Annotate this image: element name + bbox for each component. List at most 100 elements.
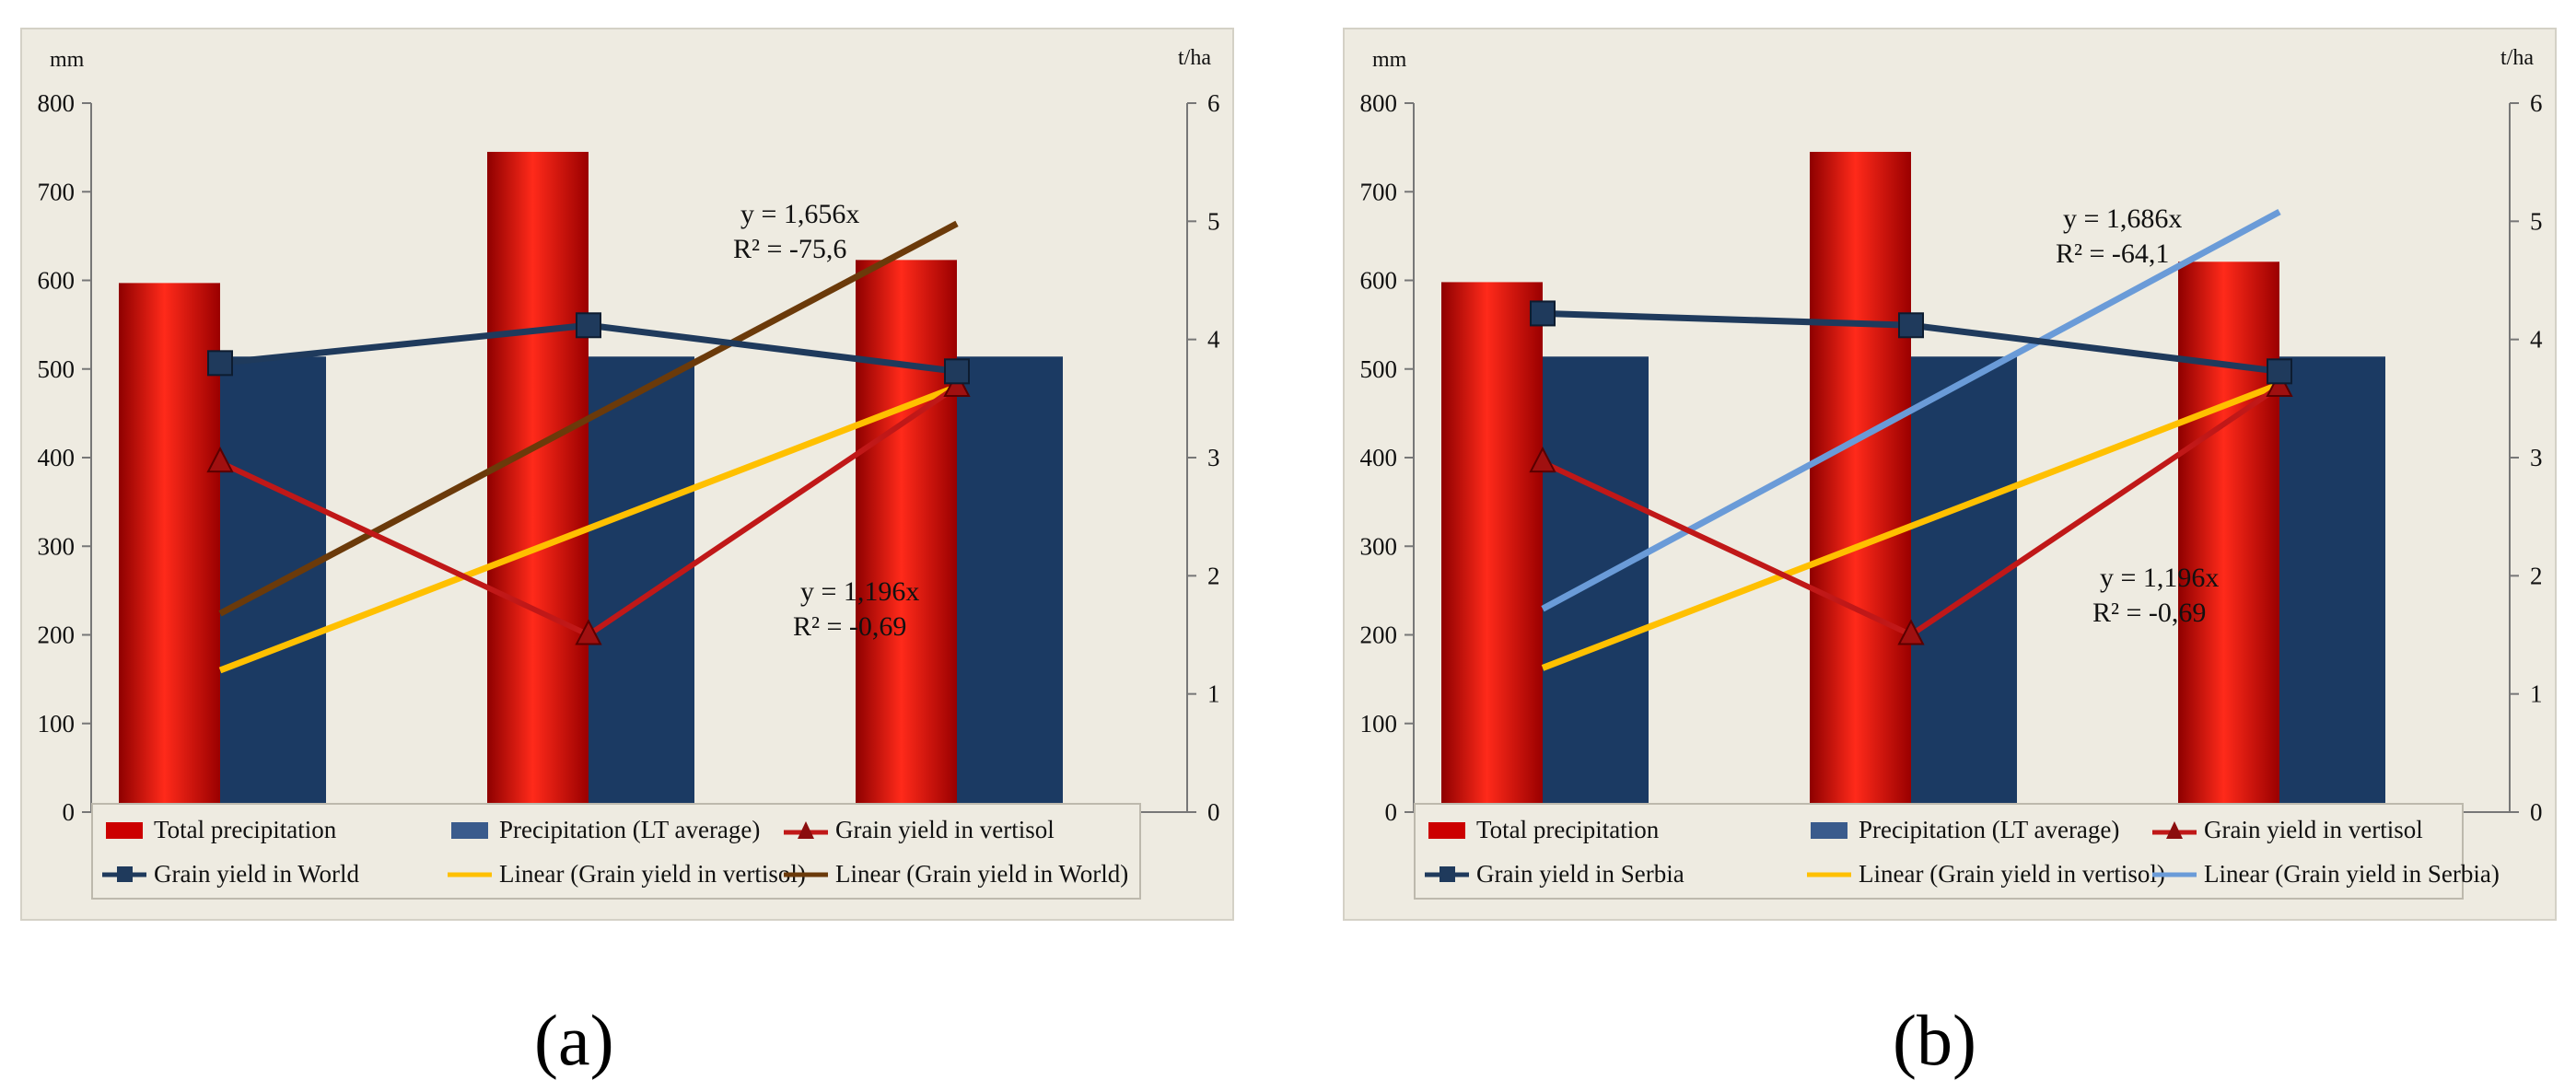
right-tick-label: 2 — [1207, 562, 1220, 589]
right-tick-label: 5 — [1207, 207, 1220, 235]
left-tick-label: 300 — [38, 532, 76, 560]
right-tick-label: 4 — [2530, 326, 2543, 354]
legend-b: Total precipitation Precipitation (LT av… — [1414, 803, 2500, 900]
brown-line-icon — [784, 863, 828, 887]
legend-item-total-precipitation: Total precipitation — [102, 816, 336, 844]
left-axis-unit: mm — [1372, 48, 1407, 72]
right-tick-label: 5 — [2530, 207, 2543, 235]
right-tick-label: 1 — [2530, 680, 2543, 708]
vertisol-marker — [1897, 619, 1925, 645]
subfigure-label-a: (a) — [534, 1000, 614, 1080]
trend-r2-label: R² = -0,69 — [2092, 598, 2206, 628]
legend-item-linear-vertisol: Linear (Grain yield in vertisol) — [1807, 860, 2165, 889]
left-tick-label: 800 — [1360, 89, 1398, 117]
vertisol-marker — [943, 370, 971, 397]
legend-item-world: Grain yield in World — [102, 860, 359, 889]
subfigure-label-b: (b) — [1893, 1000, 1976, 1080]
yellow-line-icon — [1807, 863, 1851, 887]
right-tick-label: 0 — [1207, 798, 1220, 826]
trend-r2-label: R² = -64,1 — [2056, 238, 2169, 269]
right-tick-label: 2 — [2530, 562, 2543, 589]
left-tick-label: 700 — [1360, 178, 1398, 205]
chart-panel-b: 0 100 200 300 400 500 600 700 800 0 1 2 3 4 5 6 mm t/ha y … — [1343, 28, 2557, 921]
left-tick-label: 700 — [38, 178, 76, 205]
vertisol-marker — [1529, 446, 1556, 473]
left-tick-label: 800 — [38, 89, 76, 117]
bar-lt-average — [957, 356, 1063, 812]
legend-item-linear-vertisol: Linear (Grain yield in vertisol) — [448, 860, 806, 889]
left-tick-label: 100 — [38, 710, 76, 738]
right-tick-label: 3 — [2530, 444, 2543, 471]
right-tick-label: 0 — [2530, 798, 2543, 826]
vertisol-marker — [575, 619, 602, 645]
vertisol-marker — [2266, 370, 2293, 397]
square-line-icon — [102, 863, 146, 887]
yellow-line-icon — [448, 863, 492, 887]
trend-line-secondary — [218, 220, 959, 617]
triangle-line-icon — [784, 819, 828, 842]
yield-marker — [207, 350, 233, 377]
trend-line-vertisol — [218, 383, 959, 674]
yield-marker — [944, 358, 970, 385]
yield-marker — [576, 312, 601, 339]
yield-marker — [1898, 312, 1924, 339]
square-line-icon — [1425, 863, 1469, 887]
bar-swatch-blue-icon — [1807, 819, 1851, 842]
bar-lt-average — [2279, 356, 2385, 812]
legend-item-lt-average: Precipitation (LT average) — [1807, 816, 2119, 844]
left-tick-label: 400 — [1360, 444, 1398, 471]
left-axis-unit: mm — [50, 48, 85, 72]
yield-marker — [2267, 358, 2292, 385]
right-axis-unit: t/ha — [1178, 46, 1211, 70]
bar-total-precipitation — [487, 151, 589, 812]
right-axis-unit: t/ha — [2500, 46, 2534, 70]
left-tick-label: 200 — [1360, 622, 1398, 649]
chart-b-svg: 0 100 200 300 400 500 600 700 800 0 1 2 3 4 5 6 mm t/ha y … — [1360, 46, 2544, 826]
bar-total-precipitation — [856, 260, 957, 812]
trend-equation-label: y = 1,196x — [2100, 563, 2219, 593]
legend-item-linear-world: Linear (Grain yield in World) — [784, 860, 1128, 889]
bar-swatch-red-icon — [1425, 819, 1469, 842]
legend-item-vertisol: Grain yield in vertisol — [2152, 816, 2423, 844]
trend-equation-label: y = 1,656x — [740, 199, 859, 229]
bar-lt-average — [1543, 356, 1649, 812]
left-tick-label: 400 — [38, 444, 76, 471]
trend-equation-label: y = 1,686x — [2063, 203, 2182, 234]
left-tick-label: 500 — [38, 355, 76, 383]
left-tick-label: 0 — [63, 798, 76, 826]
trend-equation-label: y = 1,196x — [800, 576, 919, 607]
bar-total-precipitation — [1810, 151, 1911, 812]
legend-item-serbia: Grain yield in Serbia — [1425, 860, 1684, 889]
left-tick-label: 200 — [38, 622, 76, 649]
light-blue-line-icon — [2152, 863, 2197, 887]
left-tick-label: 500 — [1360, 355, 1398, 383]
bar-lt-average — [1911, 356, 2017, 812]
left-tick-label: 0 — [1385, 798, 1398, 826]
legend-a: Total precipitation Precipitation (LT av… — [91, 803, 1141, 900]
left-tick-label: 100 — [1360, 710, 1398, 738]
vertisol-marker — [206, 446, 234, 473]
chart-panel-a: 0 100 200 300 400 500 600 700 800 0 1 2 3 4 5 6 mm t/ha y … — [20, 28, 1234, 921]
right-tick-label: 3 — [1207, 444, 1220, 471]
chart-a-svg: 0 100 200 300 400 500 600 700 800 0 1 2 3 4 5 6 mm t/ha y … — [38, 46, 1221, 826]
trend-line-secondary — [1541, 208, 2281, 612]
bar-lt-average — [589, 356, 694, 812]
legend-item-lt-average: Precipitation (LT average) — [448, 816, 760, 844]
legend-item-vertisol: Grain yield in vertisol — [784, 816, 1055, 844]
right-tick-label: 4 — [1207, 326, 1220, 354]
bar-total-precipitation — [1441, 282, 1543, 812]
triangle-line-icon — [2152, 819, 2197, 842]
bar-total-precipitation — [119, 283, 220, 812]
yield-marker — [1530, 300, 1556, 327]
trend-r2-label: R² = -75,6 — [733, 234, 846, 264]
legend-item-linear-serbia: Linear (Grain yield in Serbia) — [2152, 860, 2500, 889]
left-tick-label: 300 — [1360, 532, 1398, 560]
bar-total-precipitation — [2178, 261, 2279, 813]
left-tick-label: 600 — [1360, 267, 1398, 295]
left-tick-label: 600 — [38, 267, 76, 295]
legend-item-total-precipitation: Total precipitation — [1425, 816, 1659, 844]
trend-line-vertisol — [1541, 381, 2281, 671]
right-tick-label: 1 — [1207, 680, 1220, 708]
trend-r2-label: R² = -0,69 — [793, 611, 906, 642]
bar-swatch-red-icon — [102, 819, 146, 842]
